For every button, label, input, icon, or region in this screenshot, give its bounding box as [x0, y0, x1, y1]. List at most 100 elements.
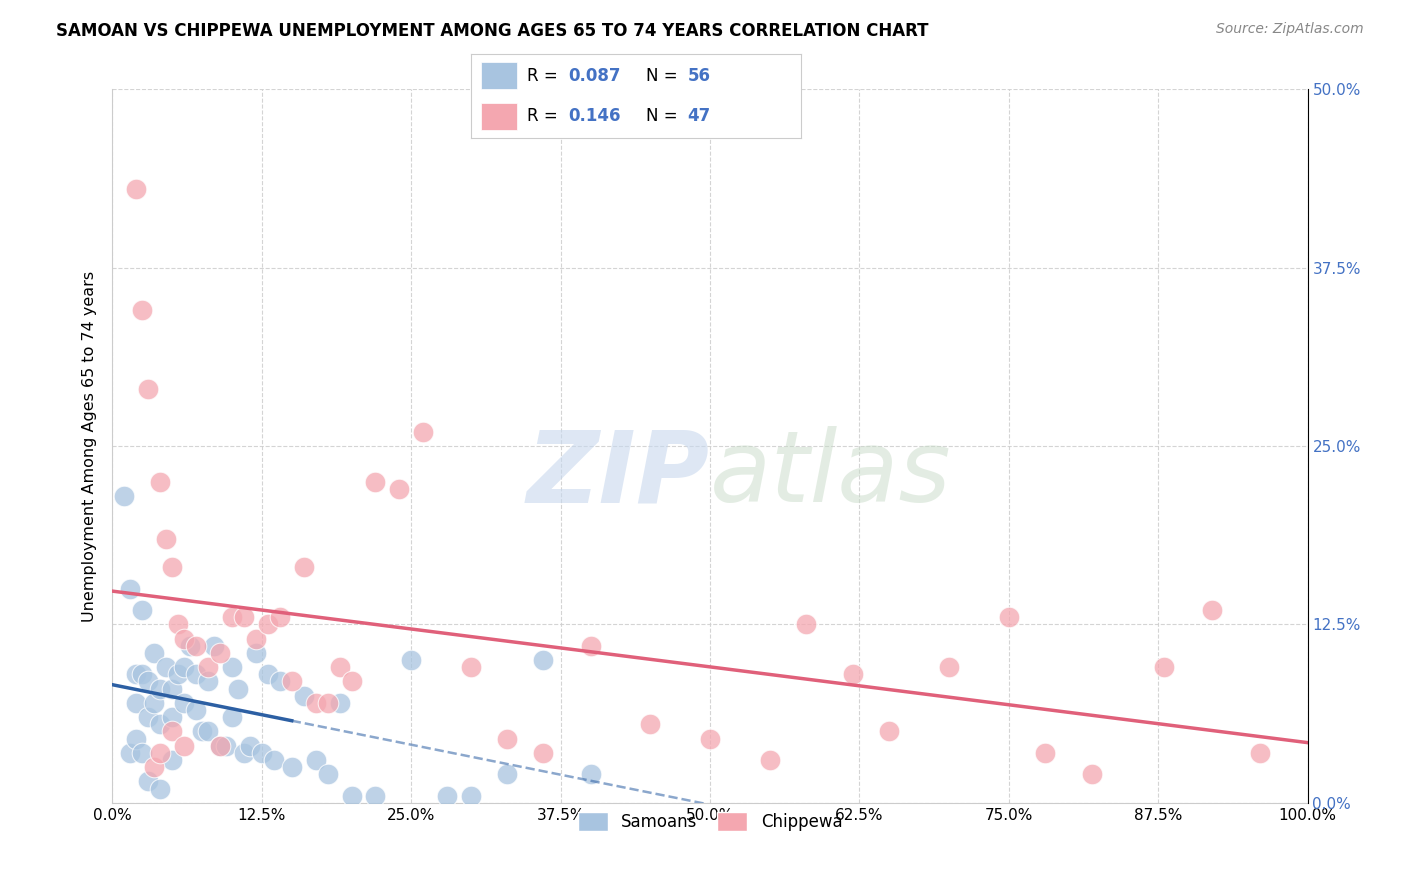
- Point: [197, 660, 219, 674]
- Point: [401, 653, 423, 667]
- Point: [138, 674, 160, 689]
- Point: [699, 731, 721, 746]
- Y-axis label: Unemployment Among Ages 65 to 74 years: Unemployment Among Ages 65 to 74 years: [82, 270, 97, 622]
- Point: [209, 739, 232, 753]
- Point: [221, 610, 243, 624]
- Point: [149, 746, 172, 760]
- Point: [125, 667, 148, 681]
- Point: [245, 646, 267, 660]
- Text: SAMOAN VS CHIPPEWA UNEMPLOYMENT AMONG AGES 65 TO 74 YEARS CORRELATION CHART: SAMOAN VS CHIPPEWA UNEMPLOYMENT AMONG AG…: [56, 22, 929, 40]
- Point: [794, 617, 817, 632]
- Point: [269, 610, 291, 624]
- Point: [149, 681, 172, 696]
- Point: [186, 639, 208, 653]
- Point: [131, 667, 153, 681]
- Text: ZIP: ZIP: [527, 426, 710, 523]
- Text: R =: R =: [527, 107, 564, 125]
- Point: [162, 710, 183, 724]
- Point: [173, 632, 195, 646]
- Bar: [481, 62, 517, 89]
- Point: [167, 667, 190, 681]
- Text: atlas: atlas: [710, 426, 952, 523]
- Point: [998, 610, 1021, 624]
- Point: [1201, 603, 1223, 617]
- Point: [209, 739, 232, 753]
- Point: [1249, 746, 1271, 760]
- Text: R =: R =: [527, 67, 564, 85]
- Bar: [481, 103, 517, 130]
- Point: [162, 724, 183, 739]
- Point: [233, 610, 256, 624]
- Point: [197, 674, 219, 689]
- Point: [436, 789, 458, 803]
- Point: [143, 760, 166, 774]
- Text: Source: ZipAtlas.com: Source: ZipAtlas.com: [1216, 22, 1364, 37]
- Point: [579, 639, 602, 653]
- Text: 0.146: 0.146: [568, 107, 621, 125]
- Point: [138, 774, 160, 789]
- Point: [879, 724, 901, 739]
- Text: N =: N =: [647, 107, 683, 125]
- Point: [364, 789, 387, 803]
- Point: [173, 660, 195, 674]
- Point: [125, 731, 148, 746]
- Point: [1081, 767, 1104, 781]
- Point: [215, 739, 238, 753]
- Point: [579, 767, 602, 781]
- Point: [114, 489, 135, 503]
- Point: [257, 667, 280, 681]
- Point: [202, 639, 225, 653]
- Point: [281, 760, 304, 774]
- Point: [316, 696, 339, 710]
- Point: [186, 703, 208, 717]
- Point: [162, 560, 183, 574]
- Text: 47: 47: [688, 107, 710, 125]
- Point: [167, 617, 190, 632]
- Point: [1033, 746, 1056, 760]
- Point: [531, 653, 554, 667]
- Point: [226, 681, 249, 696]
- Point: [191, 724, 214, 739]
- Point: [143, 696, 166, 710]
- Point: [263, 753, 285, 767]
- Point: [138, 382, 160, 396]
- Point: [292, 560, 315, 574]
- Point: [388, 482, 411, 496]
- Point: [143, 646, 166, 660]
- Point: [245, 632, 267, 646]
- Text: 0.087: 0.087: [568, 67, 621, 85]
- Point: [162, 681, 183, 696]
- Point: [759, 753, 782, 767]
- Point: [329, 696, 352, 710]
- Point: [125, 182, 148, 196]
- Point: [233, 746, 256, 760]
- Point: [197, 724, 219, 739]
- Point: [305, 696, 328, 710]
- Point: [155, 532, 177, 546]
- Point: [173, 696, 195, 710]
- Point: [162, 753, 183, 767]
- Point: [938, 660, 960, 674]
- Point: [239, 739, 262, 753]
- Point: [1153, 660, 1175, 674]
- Point: [209, 646, 232, 660]
- Point: [292, 689, 315, 703]
- Legend: Samoans, Chippewa: Samoans, Chippewa: [564, 798, 856, 845]
- Point: [340, 789, 363, 803]
- Point: [460, 660, 482, 674]
- Point: [640, 717, 662, 731]
- Text: 56: 56: [688, 67, 710, 85]
- Point: [149, 717, 172, 731]
- Point: [316, 767, 339, 781]
- Point: [120, 582, 142, 596]
- Point: [496, 767, 519, 781]
- Point: [250, 746, 273, 760]
- Point: [179, 639, 201, 653]
- Point: [155, 660, 177, 674]
- Point: [186, 667, 208, 681]
- Point: [138, 710, 160, 724]
- Point: [412, 425, 434, 439]
- Point: [221, 660, 243, 674]
- Point: [131, 303, 153, 318]
- Point: [329, 660, 352, 674]
